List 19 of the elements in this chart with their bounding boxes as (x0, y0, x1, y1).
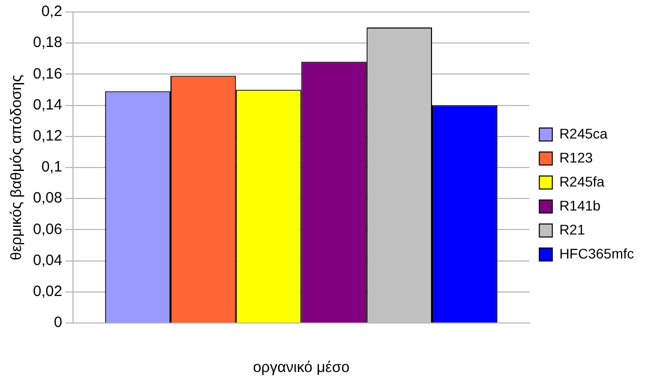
y-tick-label: 0,04 (32, 252, 62, 269)
y-axis-title: θερμικός βαθμός απόδοσης (8, 74, 26, 260)
y-tick-label: 0 (54, 314, 62, 332)
legend-label: HFC365mfc (559, 245, 634, 262)
y-tick-label: 0,16 (32, 65, 62, 82)
y-tick-label: 0,06 (32, 220, 62, 238)
legend-label: R141b (559, 197, 601, 214)
y-tick-label: 0,2 (41, 3, 62, 20)
y-tick-label: 0,02 (32, 283, 62, 300)
legend-label: R245fa (559, 173, 605, 190)
y-tick-label: 0,1 (41, 158, 62, 176)
x-axis-title: οργανικό μέσο (252, 359, 350, 376)
y-tick-label: 0,08 (32, 190, 62, 207)
legend-label: R245ca (559, 125, 608, 142)
y-tick-label: 0,12 (32, 128, 62, 145)
y-tick-label: 0,18 (32, 34, 62, 52)
legend-label: R123 (559, 149, 593, 166)
y-tick-label: 0,14 (32, 96, 62, 114)
legend-label: R21 (559, 221, 586, 238)
